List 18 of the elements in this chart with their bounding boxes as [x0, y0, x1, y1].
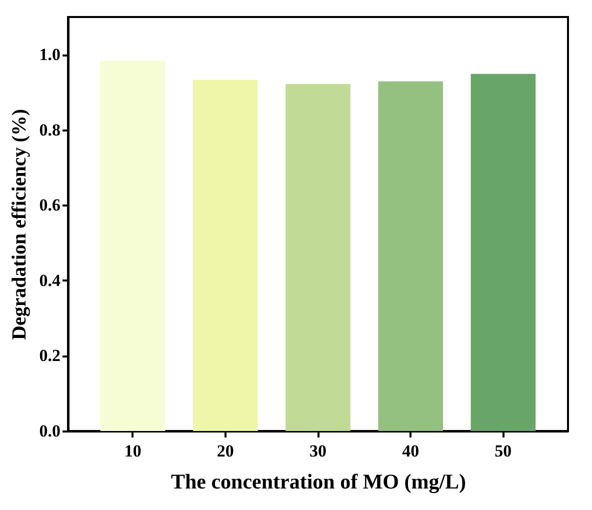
- bar: [286, 84, 350, 431]
- x-tick-label: 30: [310, 442, 326, 460]
- bar: [470, 74, 536, 431]
- y-tick-label: 1.0: [39, 45, 60, 64]
- bar: [100, 60, 166, 431]
- x-tick-label: 40: [402, 442, 420, 460]
- bar: [378, 81, 443, 431]
- y-tick-label: 0.4: [39, 270, 61, 290]
- y-axis-title: Degradation efficiency (%): [8, 108, 30, 340]
- y-tick-label: 0.0: [39, 422, 60, 440]
- y-tick-label: 0.2: [39, 346, 60, 366]
- x-tick-label: 50: [494, 442, 512, 460]
- bar: [193, 80, 258, 431]
- x-axis-title: The concentration of MO (mg/L): [170, 470, 466, 494]
- y-tick-label: 0.8: [39, 120, 60, 140]
- x-tick-label: 10: [124, 442, 142, 460]
- x-tick-label: 20: [216, 442, 234, 460]
- y-tick-label: 0.6: [39, 196, 60, 215]
